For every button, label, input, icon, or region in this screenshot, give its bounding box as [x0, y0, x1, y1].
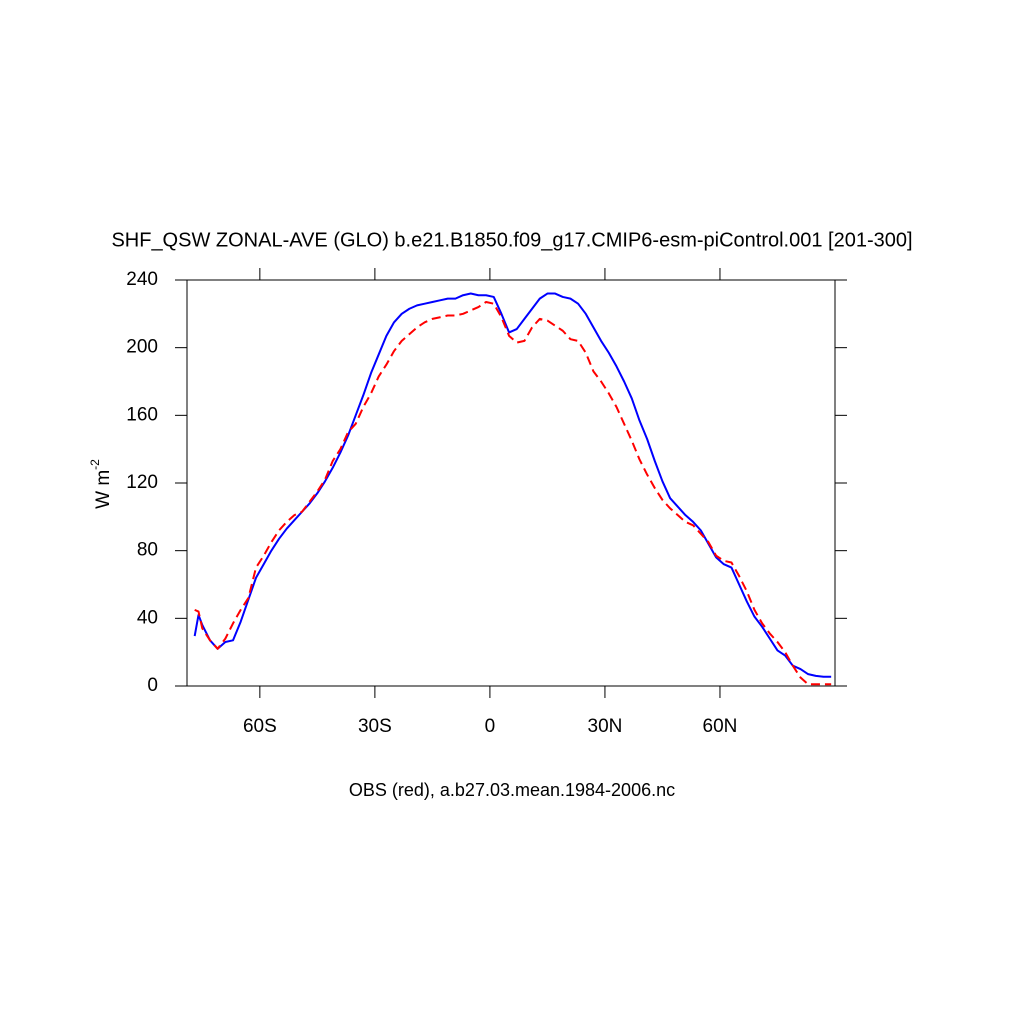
y-tick-label: 200 [126, 337, 158, 358]
data-line [194, 300, 832, 686]
chart-title: SHF_QSW ZONAL-AVE (GLO) b.e21.B1850.f09_… [111, 229, 912, 251]
y-axis-label-sup: -2 [88, 459, 102, 470]
y-tick-label: 160 [126, 404, 158, 425]
x-tick-label: 60S [243, 716, 277, 737]
data-line [193, 292, 832, 678]
x-axis-label: OBS (red), a.b27.03.mean.1984-2006.nc [349, 780, 675, 800]
x-tick-label: 30S [358, 716, 392, 737]
x-tick-label: 30N [588, 716, 623, 737]
x-tick-label: 60N [703, 716, 738, 737]
y-tick-label: 120 [126, 472, 158, 493]
y-tick-label: 40 [137, 607, 158, 628]
plot-frame [186, 279, 836, 687]
y-tick-label: 0 [147, 675, 158, 696]
y-axis-label: W m-2 [88, 459, 114, 509]
x-tick-label: 0 [485, 716, 496, 737]
y-tick-label: 240 [126, 269, 158, 290]
y-axis-label-text: W m [93, 470, 114, 509]
y-tick-label: 80 [137, 540, 158, 561]
